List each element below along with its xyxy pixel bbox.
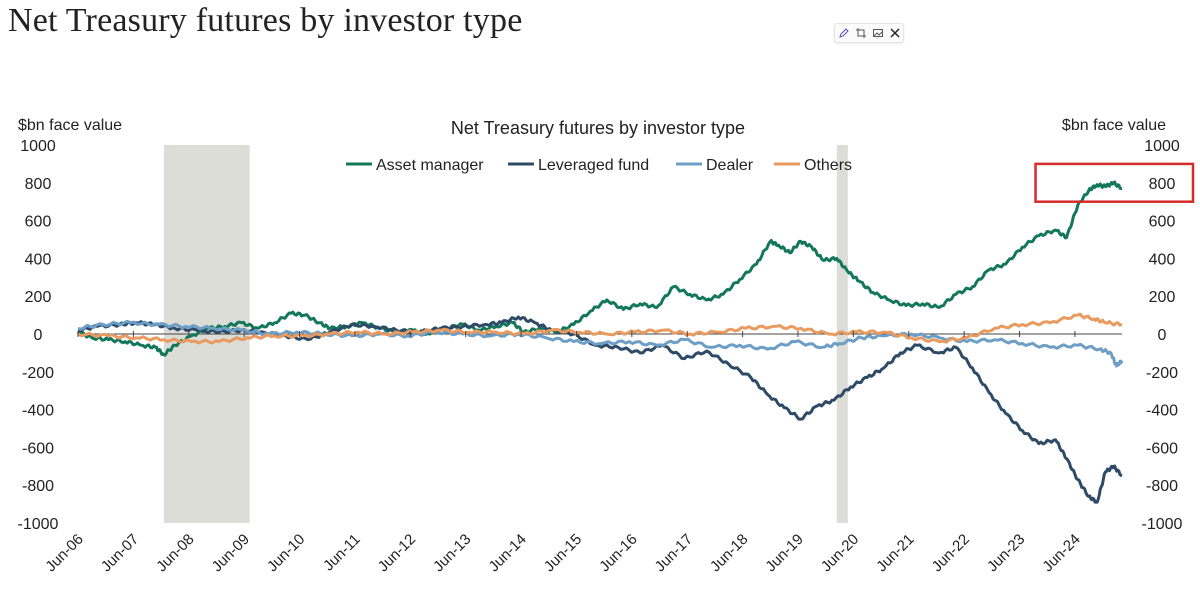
x-tick-label: Jun-10 bbox=[264, 531, 308, 575]
x-tick-label: Jun-15 bbox=[541, 531, 585, 575]
y-tick-label-right: 200 bbox=[1149, 289, 1176, 306]
y-tick-label-left: -800 bbox=[22, 478, 54, 495]
x-tick-label: Jun-24 bbox=[1039, 531, 1083, 575]
image-toolbar bbox=[834, 23, 904, 43]
y-tick-label-right: 600 bbox=[1149, 214, 1176, 231]
y-tick-label-left: 1000 bbox=[20, 138, 56, 155]
y-tick-label-left: 200 bbox=[25, 289, 52, 306]
x-tick-label: Jun-06 bbox=[42, 531, 86, 575]
image-icon[interactable] bbox=[872, 27, 884, 39]
y-axis-right: 1000 800 600 400 200 0 -200 -400 -600 -800 -1000 bbox=[1142, 138, 1183, 533]
y-tick-label-left: -600 bbox=[22, 440, 54, 457]
series-line-asset-manager bbox=[76, 180, 1123, 357]
x-tick-label: Jun-08 bbox=[153, 531, 197, 575]
series-line-others bbox=[77, 312, 1123, 345]
series-line-dealer bbox=[77, 319, 1124, 368]
legend-label: Asset manager bbox=[376, 157, 484, 174]
y-tick-label-right: -800 bbox=[1146, 478, 1178, 495]
highlight-rectangle bbox=[1034, 162, 1195, 203]
highlight-box bbox=[1034, 162, 1195, 203]
legend-label: Dealer bbox=[706, 157, 754, 174]
x-logo-icon[interactable] bbox=[889, 27, 901, 39]
y-tick-label-right: -200 bbox=[1146, 365, 1178, 382]
y-tick-label-right: -600 bbox=[1146, 440, 1178, 457]
y-tick-label-left: 0 bbox=[34, 327, 43, 344]
x-tick-label: Jun-22 bbox=[929, 531, 973, 575]
y-tick-label-left: 600 bbox=[25, 214, 52, 231]
y-axis-left-label: $bn face value bbox=[18, 117, 122, 134]
y-tick-label-left: 400 bbox=[25, 251, 52, 268]
y-axis-left: 1000 800 600 400 200 0 -200 -400 -600 -800 -1000 bbox=[18, 138, 59, 533]
x-tick-label: Jun-12 bbox=[375, 531, 419, 575]
y-tick-label-right: -400 bbox=[1146, 403, 1178, 420]
y-tick-label-right: -1000 bbox=[1142, 516, 1183, 533]
y-tick-label-left: -1000 bbox=[18, 516, 59, 533]
x-tick-label: Jun-07 bbox=[98, 531, 142, 575]
x-tick-label: Jun-16 bbox=[596, 531, 640, 575]
x-tick-label: Jun-19 bbox=[762, 531, 806, 575]
crop-icon[interactable] bbox=[855, 27, 867, 39]
x-tick-label: Jun-18 bbox=[707, 531, 751, 575]
y-tick-label-right: 0 bbox=[1158, 327, 1167, 344]
x-tick-label: Jun-14 bbox=[485, 531, 529, 575]
y-tick-label-right: 400 bbox=[1149, 251, 1176, 268]
x-tick-label: Jun-21 bbox=[873, 531, 917, 575]
y-axis-right-label: $bn face value bbox=[1062, 117, 1166, 134]
x-tick-label: Jun-09 bbox=[209, 531, 253, 575]
y-tick-label-left: -200 bbox=[22, 365, 54, 382]
page-title: Net Treasury futures by investor type bbox=[8, 2, 523, 39]
legend: Asset manager Leveraged fund Dealer Others bbox=[346, 157, 852, 174]
series-lines bbox=[76, 180, 1124, 504]
legend-label: Leveraged fund bbox=[538, 157, 649, 174]
x-tick-label: Jun-20 bbox=[818, 531, 862, 575]
y-tick-label-right: 1000 bbox=[1144, 138, 1180, 155]
y-tick-label-right: 800 bbox=[1149, 176, 1176, 193]
edit-icon[interactable] bbox=[838, 27, 850, 39]
x-tick-label: Jun-17 bbox=[652, 531, 696, 575]
legend-label: Others bbox=[804, 157, 852, 174]
chart-title: Net Treasury futures by investor type bbox=[451, 118, 745, 138]
x-tick-label: Jun-13 bbox=[430, 531, 474, 575]
y-tick-label-left: -400 bbox=[22, 403, 54, 420]
x-tick-label: Jun-23 bbox=[984, 531, 1028, 575]
x-tick-label: Jun-11 bbox=[320, 531, 364, 575]
y-tick-label-left: 800 bbox=[25, 176, 52, 193]
